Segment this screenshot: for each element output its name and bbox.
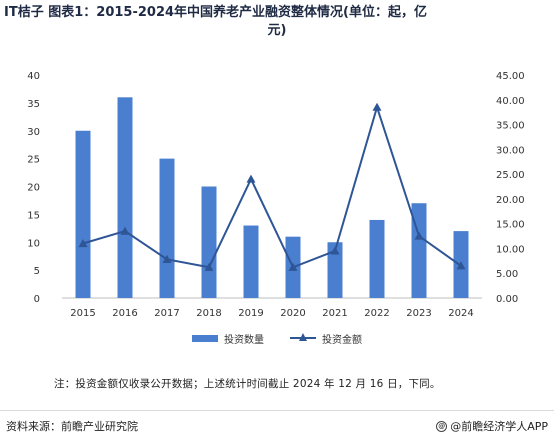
brand-icon: @: [436, 420, 448, 432]
x-tick-label: 2018: [196, 308, 221, 319]
y-right-tick-label: 10.00: [496, 244, 525, 255]
bar: [117, 97, 133, 298]
line-series: [82, 103, 462, 269]
y-right-tick-label: 45.00: [496, 71, 525, 82]
legend-item-bar: 投资数量: [192, 331, 264, 346]
bar: [201, 186, 217, 298]
footer-divider: [0, 410, 554, 411]
legend-bar-swatch: [192, 334, 218, 342]
y-left-tick-label: 35: [27, 99, 40, 110]
brand-credit: @ @前瞻经济学人APP: [436, 418, 548, 434]
x-tick-label: 2024: [448, 308, 473, 319]
x-tick-label: 2019: [238, 308, 263, 319]
bar: [159, 158, 175, 298]
y-left-tick-label: 5: [34, 266, 40, 277]
x-tick-label: 2016: [112, 308, 137, 319]
line-point-marker: [288, 262, 298, 271]
line-point-marker: [78, 238, 88, 248]
y-left-tick-label: 40: [27, 71, 40, 82]
chart-title: IT桔子 图表1：2015-2024年中国养老产业融资整体情况(单位：起，亿 元…: [4, 4, 550, 40]
line-point-marker: [162, 254, 172, 263]
combo-chart: 0 5 10 15 20 25 30 35 40 0.00 5.00 10.00 15.00 20.00 2…: [27, 71, 525, 319]
line-point-marker: [120, 226, 130, 235]
line-point-marker: [246, 174, 256, 183]
footnote: 注：投资金额仅收录公开数据；上述统计时间截止 2024 年 12 月 16 日，…: [54, 378, 441, 390]
x-tick-label: 2015: [70, 308, 95, 319]
line-point-marker: [372, 102, 382, 111]
y-left-tick-label: 25: [27, 155, 40, 166]
bar: [369, 219, 385, 298]
y-right-tick-label: 20.00: [496, 195, 525, 206]
source-text: 资料来源：前瞻产业研究院: [6, 420, 138, 433]
line-point-marker: [456, 261, 466, 270]
bar: [75, 130, 91, 298]
y-right-tick-label: 30.00: [496, 145, 525, 156]
y-left-tick-label: 20: [27, 183, 40, 194]
legend-label-bar: 投资数量: [224, 334, 264, 346]
y-right-tick-label: 5.00: [496, 269, 518, 280]
line-point-marker: [330, 246, 340, 255]
brand-text: @前瞻经济学人APP: [450, 420, 548, 433]
x-tick-label: 2021: [322, 308, 347, 319]
line-point-marker: [414, 231, 424, 240]
y-right-tick-label: 0.00: [496, 294, 518, 305]
legend-item-line: 投资金额: [290, 331, 362, 346]
y-right-tick-label: 25.00: [496, 170, 525, 181]
chart-legend: 投资数量 投资金额: [0, 330, 554, 346]
x-tick-label: 2022: [364, 308, 389, 319]
y-left-tick-label: 0: [34, 294, 40, 305]
y-right-tick-label: 35.00: [496, 121, 525, 132]
legend-label-line: 投资金额: [322, 334, 362, 346]
y-left-tick-label: 15: [27, 210, 40, 221]
x-tick-label: 2023: [406, 308, 431, 319]
legend-line-swatch: [290, 333, 316, 343]
x-tick-label: 2020: [280, 308, 305, 319]
bar: [243, 225, 259, 298]
chart-title-line1: IT桔子 图表1：2015-2024年中国养老产业融资整体情况(单位：起，亿: [4, 5, 427, 20]
y-left-tick-label: 10: [27, 238, 40, 249]
y-right-tick-label: 15.00: [496, 220, 525, 231]
y-left-tick-label: 30: [27, 127, 40, 138]
y-right-tick-label: 40.00: [496, 96, 525, 107]
bar: [327, 242, 343, 298]
line-point-marker: [204, 262, 214, 271]
chart-title-line2: 元): [267, 23, 287, 38]
x-tick-label: 2017: [154, 308, 179, 319]
